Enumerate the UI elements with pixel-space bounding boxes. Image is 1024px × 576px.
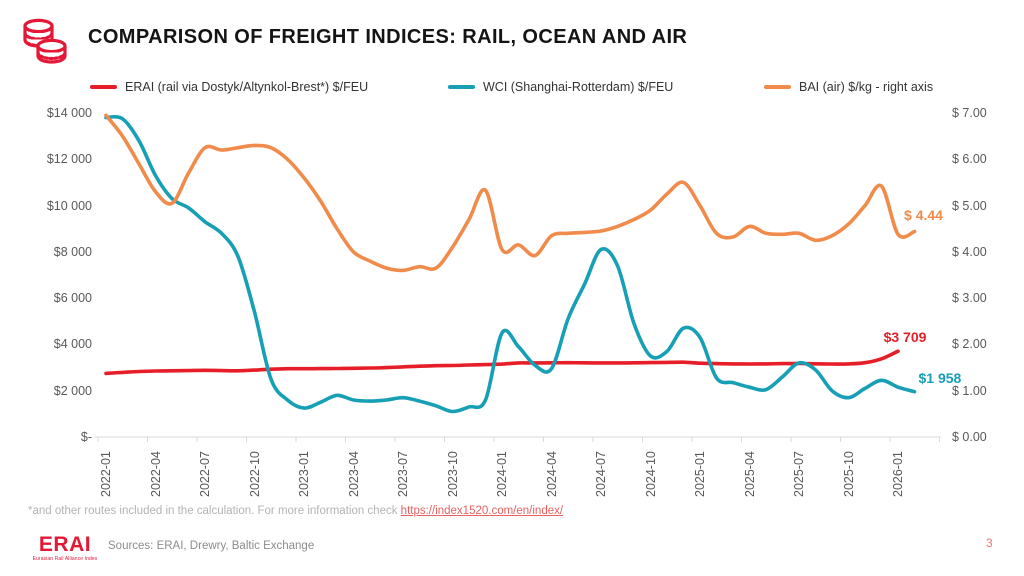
x-axis-label: 2026-01 — [891, 451, 905, 497]
series-end-label-erai: $3 709 — [883, 329, 927, 346]
y-axis-label-left: $6 000 — [53, 291, 92, 306]
x-axis-label: 2025-04 — [742, 451, 757, 497]
erai-logo: ERAI Eurasian Rail Alliance Index — [30, 533, 100, 562]
legend-label-erai: ERAI (rail via Dostyk/Altynkol-Brest*) $… — [125, 79, 369, 94]
x-axis-label: 2024-01 — [495, 451, 509, 497]
legend-label-bai: BAI (air) $/kg - right axis — [799, 79, 934, 94]
x-axis-label: 2025-10 — [841, 451, 856, 497]
legend-item-wci: WCI (Shanghai-Rotterdam) $/FEU — [448, 79, 673, 94]
x-axis-label: 2022-10 — [247, 451, 262, 497]
erai-logo-caption: Eurasian Rail Alliance Index — [32, 556, 98, 562]
coins-icon — [23, 18, 67, 64]
x-axis-label: 2023-07 — [396, 451, 410, 497]
footnote: *and other routes included in the calcul… — [28, 505, 563, 517]
legend-item-bai: BAI (air) $/kg - right axis — [764, 79, 933, 94]
y-axis-label-right: $ 3.00 — [952, 291, 987, 306]
y-axis-label-left: $8 000 — [53, 244, 92, 259]
series-end-label-bai: $ 4.44 — [904, 207, 943, 224]
series-line-wci — [104, 114, 917, 414]
x-axis-label: 2024-07 — [594, 451, 608, 497]
y-axis-label-left: $2 000 — [53, 383, 92, 398]
x-axis-label: 2022-04 — [148, 451, 163, 497]
series-line-erai — [104, 349, 900, 376]
x-axis-label: 2023-10 — [445, 451, 460, 497]
series-end-label-wci: $1 958 — [918, 370, 962, 387]
footnote-text: *and other routes included in the calcul… — [28, 505, 401, 517]
legend-item-erai: ERAI (rail via Dostyk/Altynkol-Brest*) $… — [90, 79, 368, 94]
y-axis-label-right: $ 6.00 — [952, 152, 987, 167]
footnote-link[interactable]: https://index1520.com/en/index/ — [400, 505, 564, 517]
y-axis-label-right: $ 2.00 — [952, 337, 987, 352]
y-axis-label-right: $ 1.00 — [952, 383, 987, 398]
legend-swatch-erai — [90, 84, 117, 89]
y-axis-label-left: $4 000 — [53, 337, 92, 352]
y-axis-label-right: $ 4.00 — [952, 244, 987, 259]
x-axis-label: 2023-01 — [297, 451, 311, 497]
legend-label-wci: WCI (Shanghai-Rotterdam) $/FEU — [483, 79, 674, 94]
y-axis-label-left: $12 000 — [46, 152, 92, 167]
y-axis-label-left: $- — [80, 430, 92, 444]
x-axis-label: 2023-04 — [346, 451, 361, 497]
x-axis-line — [95, 436, 941, 442]
y-axis-label-right: $ 5.00 — [952, 198, 987, 213]
x-axis-label: 2022-01 — [99, 451, 113, 497]
y-axis-label-right: $ 0.00 — [952, 430, 987, 444]
y-axis-label-left: $10 000 — [46, 198, 92, 213]
x-axis-label: 2025-07 — [792, 451, 806, 497]
x-axis-label: 2025-01 — [693, 451, 707, 497]
y-axis-label-left: $14 000 — [46, 106, 92, 120]
series-line-bai — [104, 113, 917, 273]
y-axis-label-right: $ 7.00 — [952, 106, 987, 120]
x-axis-label: 2024-10 — [643, 451, 658, 497]
legend-swatch-wci — [448, 84, 475, 89]
sources-text: Sources: ERAI, Drewry, Baltic Exchange — [108, 540, 315, 552]
page-title: COMPARISON OF FREIGHT INDICES: RAIL, OCE… — [88, 26, 688, 48]
page-number: 3 — [986, 536, 993, 550]
x-axis-label: 2022-07 — [198, 451, 212, 497]
x-axis-label: 2024-04 — [544, 451, 559, 497]
legend-swatch-bai — [764, 84, 791, 89]
erai-logo-text: ERAI — [38, 533, 92, 556]
